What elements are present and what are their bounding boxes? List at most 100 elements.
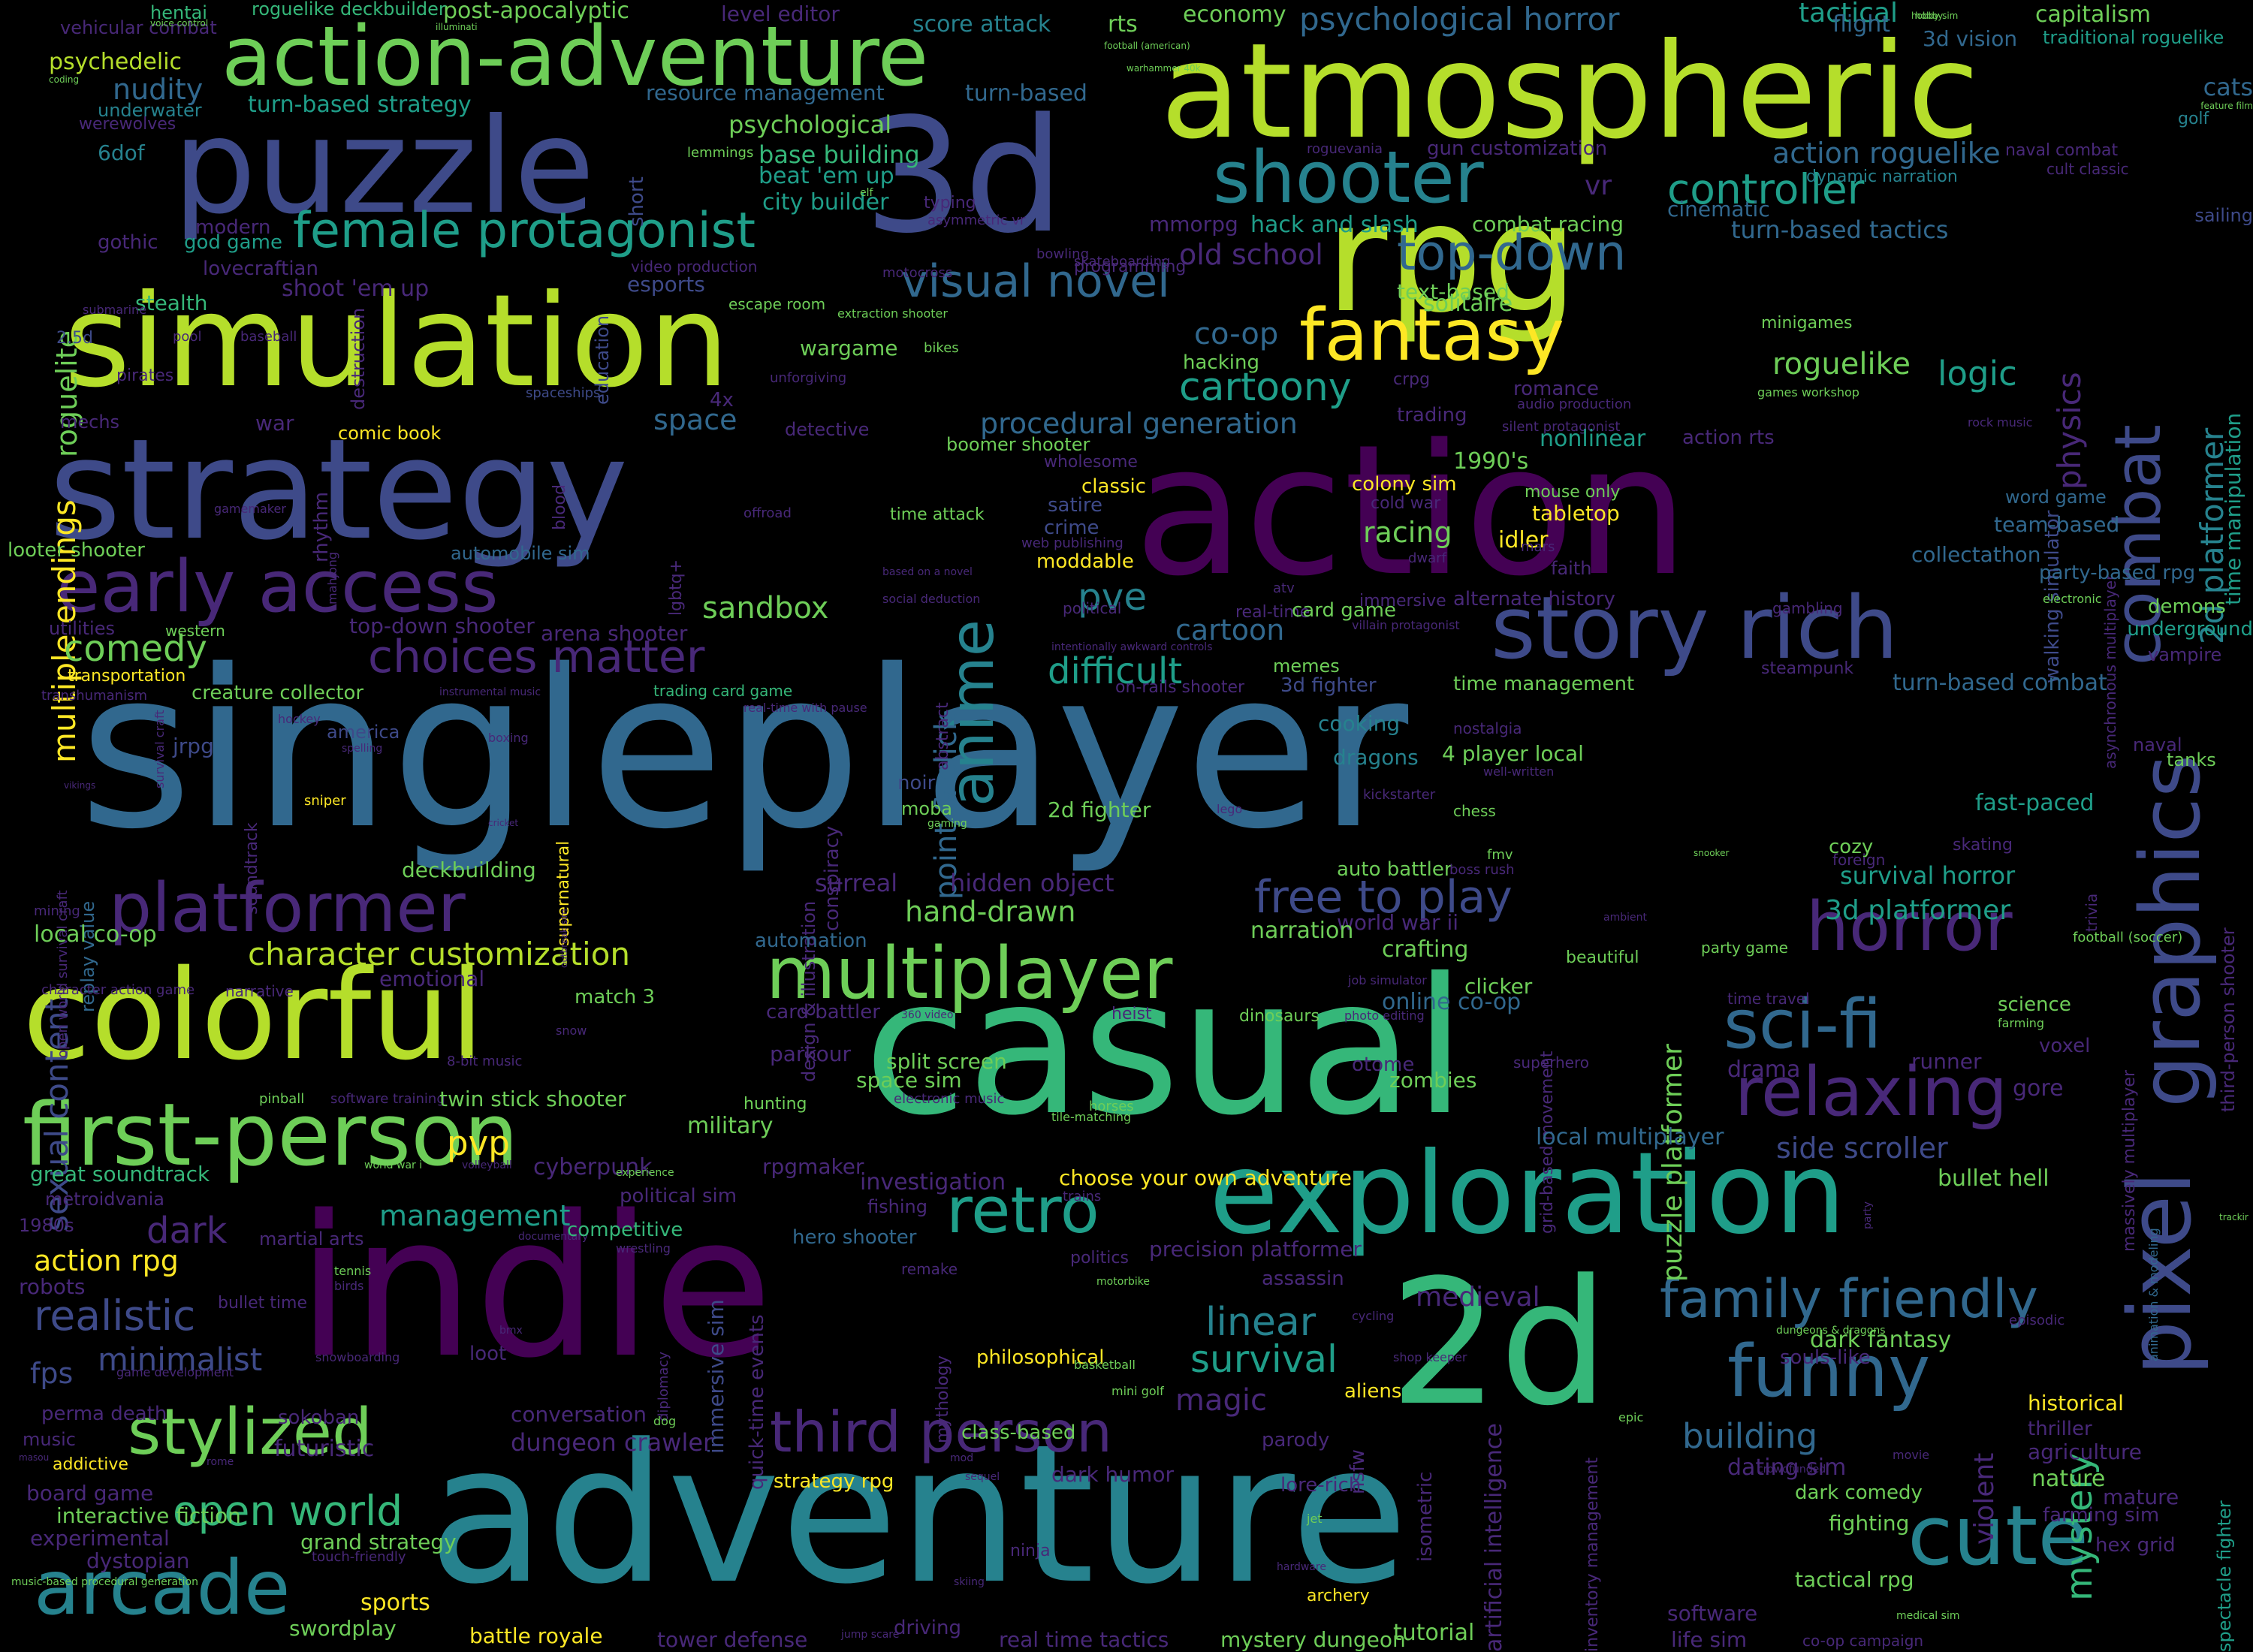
word-game-development: game development [116, 1365, 234, 1379]
word-nudity: nudity [113, 73, 204, 106]
word-mars: mars [1521, 539, 1555, 555]
word-boxing: boxing [488, 731, 529, 745]
word-real-time-with-pause: real-time with pause [743, 701, 867, 715]
word-pvp: pvp [447, 1123, 510, 1163]
word-experience: experience [616, 1167, 674, 1179]
word-fmv: fmv [1487, 847, 1513, 863]
word-agriculture: agriculture [2028, 1439, 2142, 1464]
word-modern: modern [195, 216, 271, 239]
word-political: political [1063, 599, 1122, 617]
word-motorbike: motorbike [1096, 1276, 1151, 1288]
word-snooker: snooker [1694, 848, 1730, 858]
word-snow: snow [556, 1023, 587, 1038]
word-hentai: hentai [150, 2, 207, 23]
word-co-op-campaign: co-op campaign [1802, 1632, 1924, 1650]
word-lemmings: lemmings [687, 145, 754, 161]
word-roguelike-deckbuilder: roguelike deckbuilder [252, 0, 446, 20]
word-vehicular-combat: vehicular combat [60, 17, 217, 38]
word-offroad: offroad [743, 505, 792, 521]
word-mahjong: mahjong [325, 551, 339, 604]
word-shop-keeper: shop keeper [1393, 1350, 1467, 1364]
word-hunting: hunting [743, 1095, 807, 1114]
word-sequel: sequel [965, 1471, 1000, 1483]
word-bullet-time: bullet time [218, 1294, 307, 1313]
word-farming: farming [1998, 1016, 2045, 1030]
word-dark-fantasy: dark fantasy [1810, 1327, 1952, 1353]
word-party: party [1862, 1201, 1874, 1229]
word-masou: masou [19, 1452, 50, 1463]
word-surreal: surreal [815, 869, 898, 897]
word-trivia: trivia [2083, 893, 2101, 932]
word-action-rpg: action rpg [34, 1244, 179, 1277]
word-nature: nature [2031, 1466, 2106, 1492]
word-jrpg: jrpg [173, 734, 214, 758]
word-choices-matter: choices matter [368, 631, 705, 683]
word-minimalist: minimalist [98, 1341, 263, 1378]
word-physics: physics [2051, 372, 2088, 490]
word-satire: satire [1048, 494, 1103, 517]
word-collectathon: collectathon [1911, 542, 2041, 567]
word-fighting: fighting [1829, 1511, 1910, 1536]
word-visual-novel: visual novel [901, 255, 1170, 308]
word-strategy: strategy [49, 408, 629, 571]
word-audio-production: audio production [1517, 396, 1632, 412]
word-rome: rome [207, 1456, 234, 1468]
word-fishing: fishing [867, 1196, 927, 1217]
word-comedy: comedy [64, 628, 207, 670]
word-feature-film: feature film [2200, 101, 2253, 111]
word-spectacle-fighter: spectacle fighter [2214, 1500, 2235, 1652]
word-split-screen: split screen [886, 1049, 1007, 1074]
word-motocross: motocross [882, 265, 953, 281]
word-emotional: emotional [379, 966, 485, 991]
word-lgbtq: lgbtq+ [667, 559, 686, 616]
word-cooking: cooking [1318, 711, 1401, 736]
word-flight: flight [1832, 11, 1891, 38]
word-dark: dark [146, 1210, 228, 1252]
word-stealth: stealth [135, 291, 208, 315]
word-golf: golf [2178, 110, 2209, 128]
word-tutorial: tutorial [1393, 1620, 1475, 1646]
word-hacking: hacking [1183, 351, 1259, 374]
word-america: america [327, 722, 400, 743]
word-score-attack: score attack [912, 11, 1051, 38]
word-action-rts: action rts [1682, 427, 1775, 449]
word-games-workshop: games workshop [1757, 385, 1859, 399]
word-warhammer-40k: warhammer 40k [1126, 63, 1201, 74]
word-local-multiplayer: local multiplayer [1536, 1124, 1724, 1150]
word-sports: sports [360, 1590, 430, 1616]
word-romance: romance [1513, 378, 1600, 400]
word-crime: crime [1044, 517, 1099, 539]
word-quick-time-events: quick-time events [746, 1314, 768, 1490]
word-match-3: match 3 [575, 986, 656, 1008]
word-tanks: tanks [2167, 749, 2216, 770]
word-atmospheric: atmospheric [1160, 16, 1980, 168]
word-space: space [653, 403, 737, 436]
word-strategy-rpg: strategy rpg [774, 1470, 894, 1493]
word-kickstarter: kickstarter [1363, 787, 1436, 803]
word-cycling: cycling [1352, 1309, 1395, 1323]
word-philosophical: philosophical [976, 1346, 1105, 1369]
word-mini-golf: mini golf [1111, 1384, 1164, 1398]
word-life-sim: life sim [1671, 1627, 1748, 1652]
word-character-customization: character customization [248, 936, 631, 972]
word-roguevania: roguevania [1307, 141, 1383, 157]
word-auto-battler: auto battler [1337, 858, 1452, 881]
word-bmx: bmx [499, 1325, 523, 1337]
word-team-based: team-based [1994, 512, 2120, 537]
word-lego: lego [1217, 802, 1243, 816]
word-rpgmaker: rpgmaker [762, 1154, 864, 1179]
word-beat-em-up: beat 'em up [759, 163, 894, 189]
word-simulation: simulation [64, 267, 730, 416]
word-inventory-management: inventory management [1583, 1457, 1602, 1652]
word-competitive: competitive [567, 1219, 683, 1241]
word-roguelite: roguelite [50, 330, 83, 457]
word-cartoony: cartoony [1179, 365, 1352, 410]
word-god-game: god game [184, 231, 282, 254]
word-tactical: tactical [1799, 0, 1898, 29]
word-archery: archery [1307, 1587, 1370, 1605]
word-dating-sim: dating sim [1727, 1455, 1847, 1481]
word-action: action [1134, 405, 1689, 616]
word-martial-arts: martial arts [259, 1228, 364, 1250]
word-dungeons-dragons: dungeons & dragons [1776, 1325, 1886, 1337]
word-music: music [23, 1429, 76, 1450]
